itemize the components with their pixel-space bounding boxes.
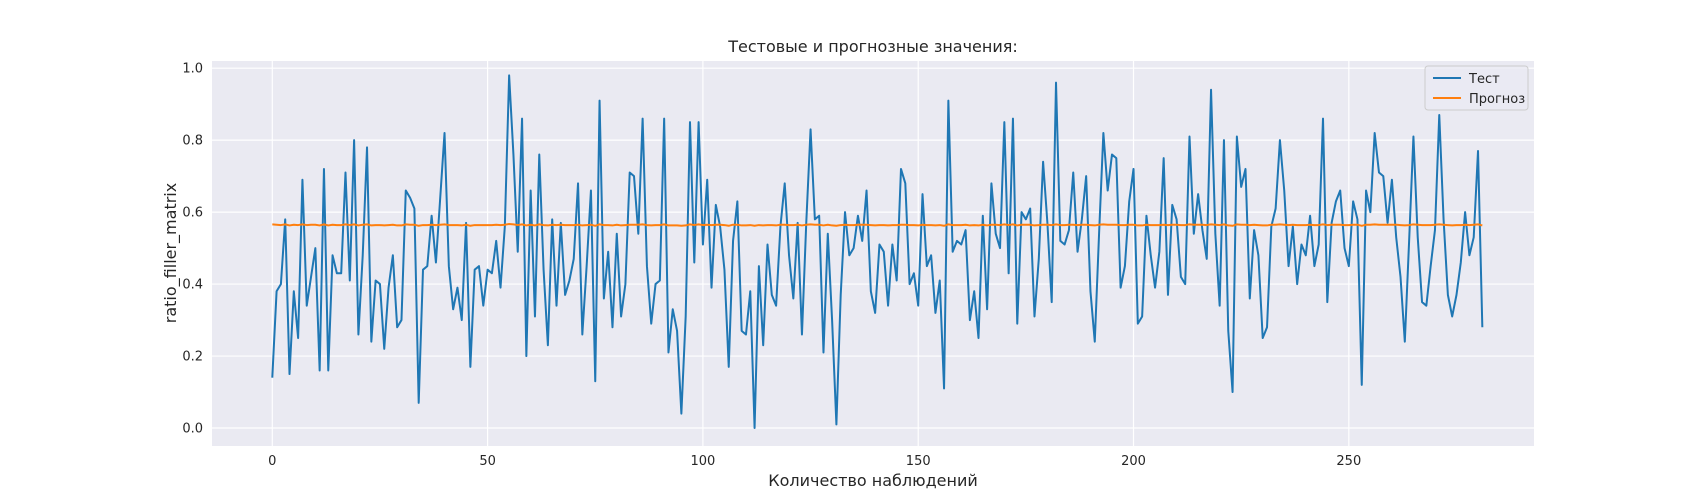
chart-title: Тестовые и прогнозные значения: <box>727 37 1018 56</box>
y-tick-label: 0.4 <box>182 278 203 293</box>
x-tick-label: 150 <box>906 454 931 469</box>
x-axis-label: Количество наблюдений <box>768 471 977 490</box>
series-line-test <box>271 74 1484 430</box>
plot-background <box>212 61 1534 446</box>
y-tick-label: 0.6 <box>182 206 203 221</box>
y-ticks: 0.0 0.2 0.4 0.6 0.8 1.0 <box>182 62 203 437</box>
y-axis-label: ratio_filler_matrix <box>161 183 181 323</box>
y-tick-label: 0.2 <box>182 350 203 365</box>
y-tick-label: 1.0 <box>182 62 203 77</box>
x-tick-label: 250 <box>1336 454 1361 469</box>
y-tick-label: 0.8 <box>182 134 203 149</box>
legend-label-forecast: Прогноз <box>1469 92 1525 107</box>
x-tick-label: 50 <box>479 454 496 469</box>
x-ticks: 0 50 100 150 200 250 <box>268 454 1361 469</box>
series-line-forecast <box>272 223 1483 227</box>
x-tick-label: 0 <box>268 454 276 469</box>
legend: Тест Прогноз <box>1424 65 1529 111</box>
series-group <box>271 74 1484 430</box>
x-tick-label: 100 <box>690 454 715 469</box>
x-tick-label: 200 <box>1121 454 1146 469</box>
legend-label-test: Тест <box>1468 72 1500 87</box>
y-tick-label: 0.0 <box>182 422 203 437</box>
